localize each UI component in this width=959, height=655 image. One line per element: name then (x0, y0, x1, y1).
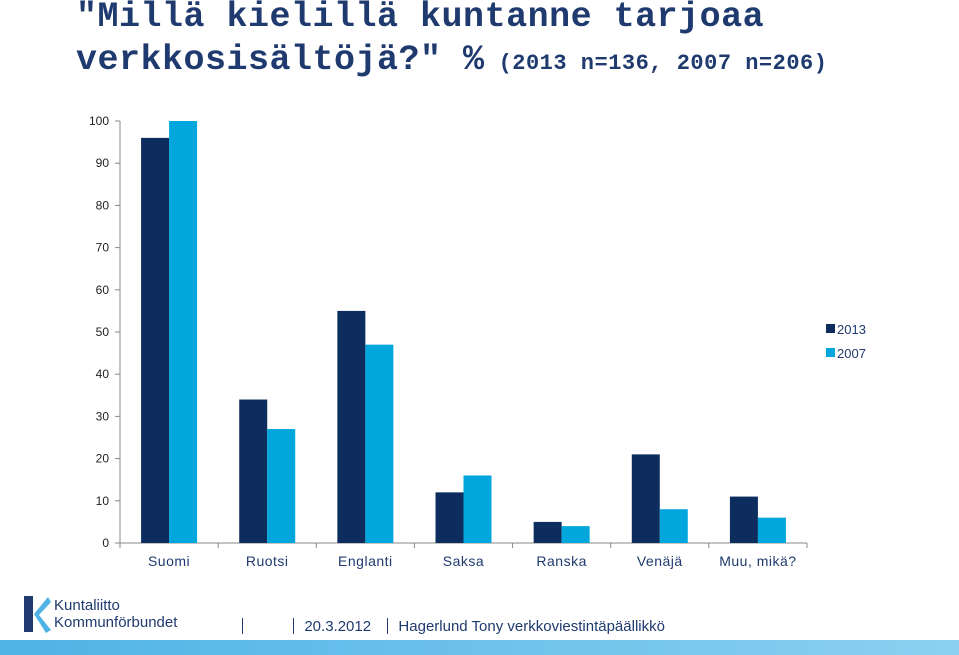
y-tick-label: 10 (96, 494, 110, 508)
bar-2007-0 (169, 121, 198, 543)
footer-author: Hagerlund Tony verkkoviestintäpäällikkö (398, 618, 665, 635)
y-tick-label: 70 (96, 241, 110, 255)
legend-label: 2007 (837, 346, 866, 361)
footer-info: 20.3.2012 Hagerlund Tony verkkoviestintä… (236, 618, 665, 635)
bar-2013-5 (631, 454, 660, 543)
x-category-label: Englanti (338, 553, 393, 569)
bar-2007-6 (757, 517, 786, 543)
y-tick-label: 90 (96, 156, 110, 170)
y-tick-label: 100 (89, 114, 109, 128)
bar-2007-2 (365, 344, 394, 543)
bar-2007-5 (659, 509, 688, 543)
y-tick-label: 40 (96, 367, 110, 381)
y-tick-label: 30 (96, 409, 110, 423)
bar-2007-4 (561, 526, 590, 543)
footer-separator (293, 618, 295, 634)
footer-date: 20.3.2012 (304, 618, 372, 635)
logo-k-icon (24, 596, 51, 633)
bar-2007-1 (267, 429, 296, 543)
logo-line-1: Kuntaliitto (54, 597, 120, 614)
x-category-label: Ruotsi (246, 553, 289, 569)
footer-bar (0, 640, 959, 655)
bar-2013-1 (239, 399, 268, 543)
logo-line-2: Kommunförbundet (54, 614, 178, 631)
x-category-label: Saksa (443, 553, 484, 569)
x-category-label: Ranska (536, 553, 586, 569)
bar-2013-0 (141, 137, 170, 543)
title-line-2: verkkosisältöjä?" % (76, 40, 485, 80)
page-title: "Millä kielillä kuntanne tarjoaa verkkos… (76, 0, 827, 85)
legend-label: 2013 (837, 322, 866, 337)
bar-2013-2 (337, 310, 366, 543)
kuntaliitto-logo: Kuntaliitto Kommunförbundet (22, 594, 192, 638)
bar-2007-3 (463, 475, 492, 543)
x-category-label: Venäjä (637, 553, 683, 569)
title-line-1: "Millä kielillä kuntanne tarjoaa (76, 0, 765, 37)
y-tick-label: 50 (96, 325, 110, 339)
legend-swatch-2013 (826, 324, 835, 333)
y-tick-label: 60 (96, 283, 110, 297)
title-subtitle: (2013 n=136, 2007 n=206) (498, 51, 828, 76)
x-category-label: Muu, mikä? (719, 553, 796, 569)
y-tick-label: 0 (102, 536, 109, 550)
bar-2013-6 (729, 496, 758, 543)
bar-2013-3 (435, 492, 464, 543)
footer-separator (387, 618, 389, 634)
legend-swatch-2007 (826, 348, 835, 357)
x-category-label: Suomi (148, 553, 190, 569)
bar-2013-4 (533, 521, 562, 543)
bar-chart: 0 10 20 30 40 50 60 70 80 90 100 Suomi Ruotsi Englant… (89, 114, 866, 569)
footer-separator (242, 618, 243, 634)
y-tick-label: 80 (96, 198, 110, 212)
y-tick-label: 20 (96, 452, 110, 466)
